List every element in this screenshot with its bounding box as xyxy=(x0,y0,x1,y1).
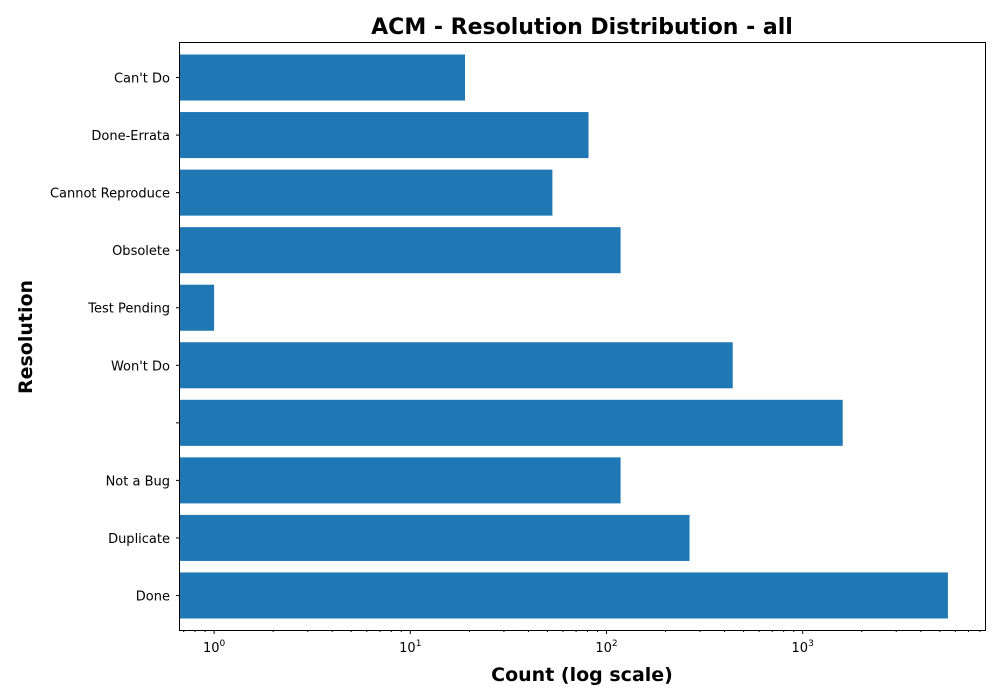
bar-can-t-do xyxy=(180,54,465,101)
bar-done-errata xyxy=(180,112,589,159)
y-tick-label: Test Pending xyxy=(87,302,170,317)
y-tick-label: Duplicate xyxy=(108,532,170,547)
bar-blank xyxy=(180,399,843,446)
x-tick-label: 101 xyxy=(399,639,421,656)
plot-frame xyxy=(179,42,986,631)
x-axis: 100 101 102 103 xyxy=(183,630,981,656)
bar-done xyxy=(180,572,948,619)
y-tick-label: Cannot Reproduce xyxy=(50,187,170,202)
bar-won-t-do xyxy=(180,342,733,389)
x-axis-label: Count (log scale) xyxy=(491,664,673,686)
y-tick-label: Done-Errata xyxy=(91,129,170,144)
bar-test-pending xyxy=(180,284,215,331)
bar-cannot-reproduce xyxy=(180,169,553,216)
bar-duplicate xyxy=(180,514,690,561)
bar-obsolete xyxy=(180,227,621,274)
x-tick-label: 103 xyxy=(792,639,814,656)
x-tick-label: 102 xyxy=(595,639,617,656)
y-axis: Done Duplicate Not a Bug Won't Do Test Pendi… xyxy=(50,72,180,604)
y-tick-label: Obsolete xyxy=(112,244,170,259)
y-tick-label: Won't Do xyxy=(111,359,170,374)
y-tick-label: Not a Bug xyxy=(106,474,170,489)
chart-title: ACM - Resolution Distribution - all xyxy=(371,15,793,40)
y-tick-label: Done xyxy=(136,589,170,604)
x-tick-label: 100 xyxy=(203,639,226,656)
bars-group xyxy=(180,54,948,619)
bar-not-a-bug xyxy=(180,457,621,504)
y-tick-label: Can't Do xyxy=(114,72,170,87)
y-axis-label: Resolution xyxy=(15,280,37,394)
